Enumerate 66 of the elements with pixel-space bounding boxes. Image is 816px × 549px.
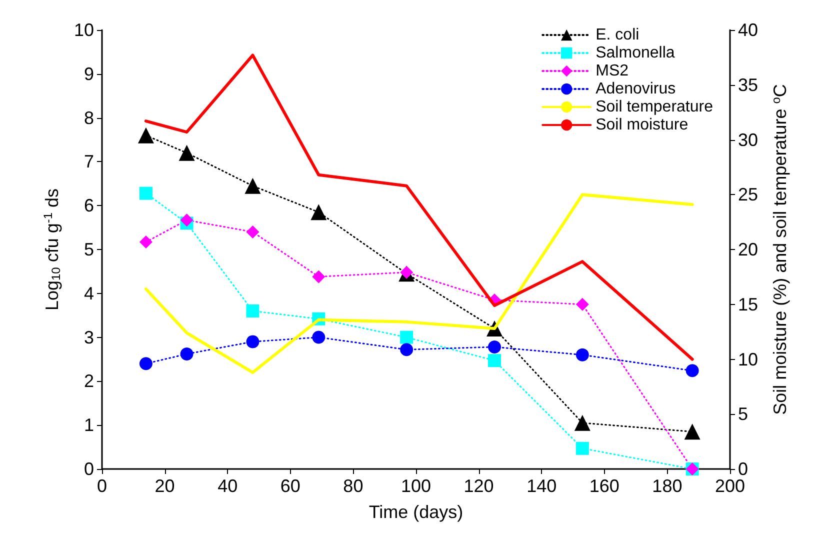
y-tick-label: 0 [84, 459, 94, 479]
point [138, 127, 154, 144]
legend-label: MS2 [596, 62, 629, 80]
legend-label: Adenovirus [596, 80, 676, 98]
point [178, 144, 195, 161]
point [139, 186, 152, 200]
point [244, 178, 261, 194]
y-tick-label: 7 [84, 152, 94, 172]
point [488, 340, 501, 354]
point [180, 214, 194, 227]
legend-label: E. coli [596, 26, 640, 44]
point [246, 225, 260, 238]
point [312, 270, 326, 284]
point [139, 357, 152, 370]
x-tick-label: 200 [714, 476, 746, 496]
point [488, 354, 501, 368]
point [576, 298, 589, 311]
y2-tick-label: 35 [738, 74, 758, 95]
y2-tick-label: 15 [738, 294, 758, 314]
point [246, 304, 260, 318]
y2-tick-label: 0 [738, 459, 748, 479]
x-tick-label: 140 [526, 476, 557, 496]
y2-tick-label: 25 [738, 184, 758, 205]
x-axis-title: Time (days) [368, 502, 464, 522]
y-tick-label: 8 [84, 108, 94, 128]
y-axis-title: Log10 cfu g-1 ds [41, 188, 63, 311]
point [686, 364, 699, 378]
y2-tick-label: 5 [738, 404, 748, 424]
x-tick-label: 0 [96, 476, 108, 496]
y2-tick-label: 40 [738, 20, 758, 40]
y-tick-label: 6 [84, 196, 94, 216]
x-tick-label: 180 [652, 476, 682, 496]
y2-tick-label: 10 [738, 349, 758, 370]
y-tick-label: 9 [84, 64, 94, 84]
y-tick-label: 4 [84, 283, 94, 304]
x-tick-label: 160 [589, 476, 620, 496]
x-tick-label: 60 [280, 476, 300, 496]
point [576, 348, 589, 362]
y-tick-label: 2 [84, 371, 94, 392]
point [400, 343, 414, 356]
point [400, 266, 414, 279]
x-tick-label: 80 [343, 476, 364, 496]
x-tick-label: 20 [154, 476, 175, 496]
y-tick-label: 5 [84, 240, 94, 260]
point [310, 204, 327, 220]
point [312, 330, 326, 344]
y2-tick-label: 20 [738, 240, 758, 260]
point [180, 347, 194, 360]
y2-axis-title: Soil moisture (%) and soil temperature oC [769, 84, 790, 415]
legend-label: Soil moisture [596, 116, 688, 134]
legend-label: Salmonella [596, 44, 675, 62]
point [574, 414, 590, 431]
x-tick-label: 120 [464, 476, 494, 496]
point [684, 424, 700, 440]
y2-tick-label: 30 [738, 130, 758, 150]
point [246, 335, 260, 348]
point [400, 330, 414, 344]
x-tick-label: 40 [218, 476, 238, 496]
y-tick-label: 10 [74, 20, 94, 40]
y-tick-label: 1 [84, 415, 94, 436]
legend-label: Soil temperature [596, 98, 714, 116]
x-tick-label: 100 [400, 476, 432, 496]
line-series [144, 193, 694, 374]
point [139, 236, 152, 249]
point [576, 442, 589, 455]
y-tick-label: 3 [84, 327, 94, 348]
